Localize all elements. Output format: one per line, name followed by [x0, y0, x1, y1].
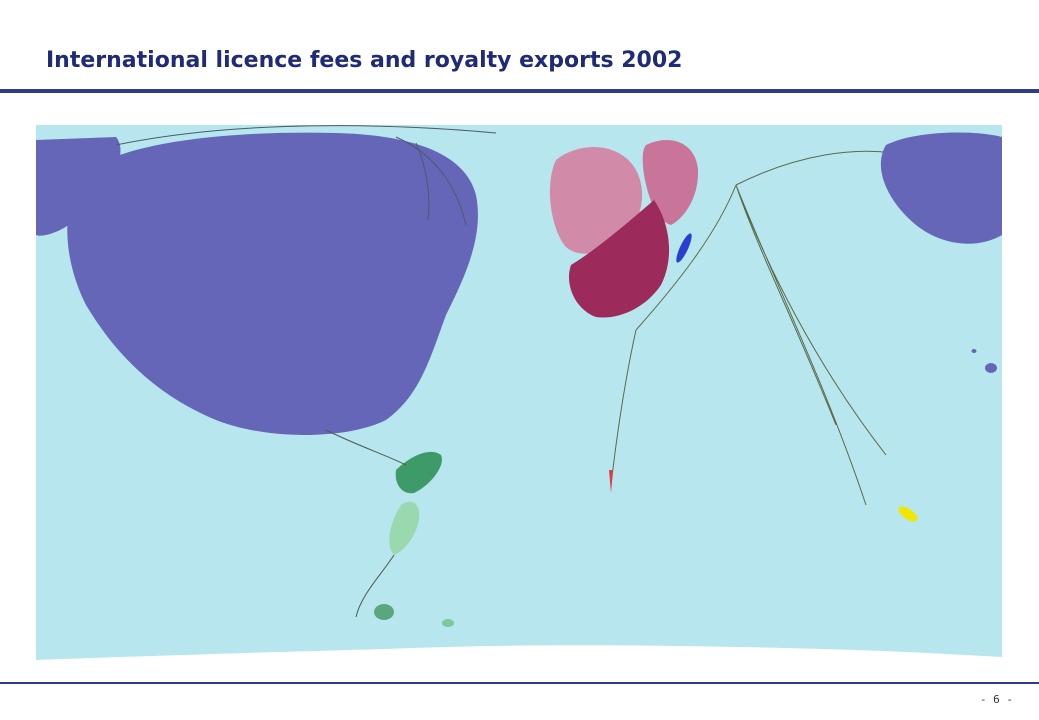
page-number: - 6 -: [979, 693, 1013, 706]
region-latin-america-island: [374, 604, 394, 620]
region-oceania: [898, 506, 918, 522]
arctic-trails: [115, 125, 497, 226]
trails-eurasia: [610, 150, 907, 506]
region-red-sliver: [609, 470, 613, 493]
region-nordic: [642, 139, 699, 225]
trails-americas: [325, 429, 407, 618]
cartogram-map: [36, 125, 1002, 666]
region-europe-south-east: [568, 200, 670, 318]
region-north-america-wrap: [36, 137, 121, 236]
footer-divider: [0, 682, 1039, 684]
region-latin-america-north: [395, 451, 442, 494]
slide-title: International licence fees and royalty e…: [46, 48, 683, 73]
region-islands-2: [971, 349, 977, 353]
region-asia-pacific: [880, 132, 1002, 244]
region-latin-america-south: [389, 501, 420, 555]
cartogram-svg: [36, 125, 1002, 666]
region-small-blue: [676, 233, 692, 263]
title-divider: [0, 89, 1039, 93]
region-antarctica: [36, 645, 1002, 666]
region-islands: [985, 363, 997, 373]
region-latin-america-island-2: [442, 619, 454, 627]
region-western-europe: [549, 147, 643, 254]
region-north-america: [67, 132, 478, 435]
